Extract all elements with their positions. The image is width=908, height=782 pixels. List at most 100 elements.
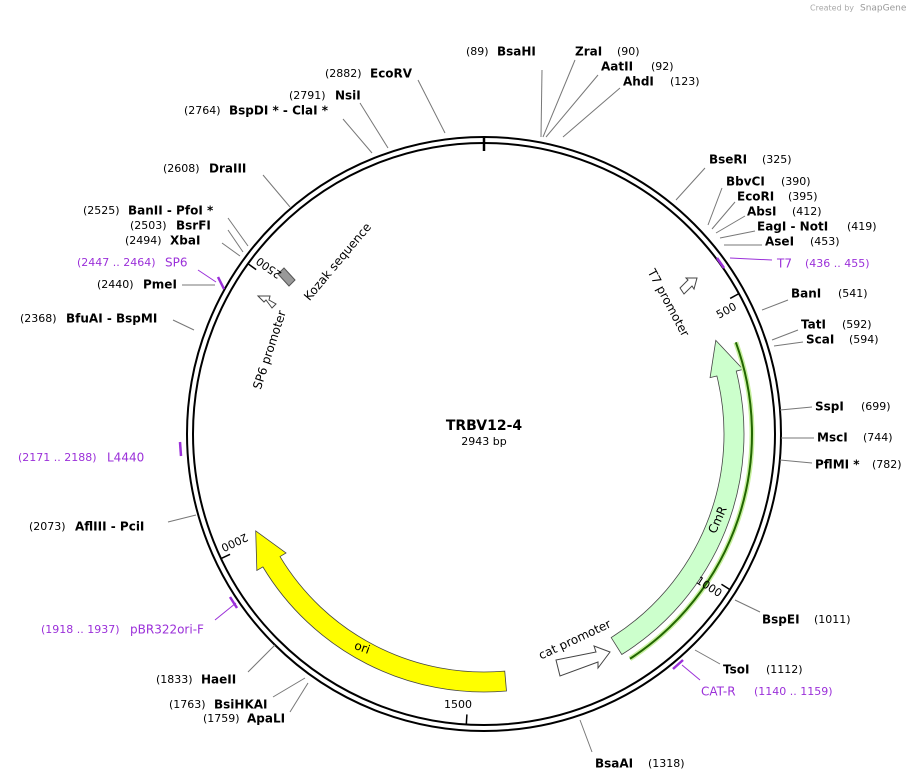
- site-leader: [694, 649, 721, 665]
- credit: Created by: [810, 4, 854, 13]
- tick-label: 1500: [444, 698, 472, 711]
- site-leader: [540, 69, 543, 138]
- site-position: (592): [842, 318, 872, 331]
- tick: [465, 714, 468, 725]
- primer-name: CAT-R: [701, 685, 736, 699]
- site-leader: [719, 230, 756, 239]
- site-name: AflIII - PciI: [75, 520, 144, 534]
- site-name: EcoRI: [737, 190, 774, 204]
- site-position: (2440): [97, 278, 134, 291]
- site-position: (325): [762, 153, 792, 166]
- primer-mark: [178, 441, 183, 457]
- site-name: BbvCI: [726, 175, 765, 189]
- site-leader: [262, 174, 291, 208]
- site-position: (453): [810, 235, 840, 248]
- site-name: PflMI *: [815, 458, 860, 472]
- site-leader: [227, 229, 244, 253]
- tick: [247, 263, 257, 271]
- site-leader: [779, 459, 813, 464]
- site-leader: [247, 644, 276, 673]
- cat-promoter-arrow: [555, 645, 611, 677]
- site-name: AbsI: [747, 205, 776, 219]
- site-position: (1011): [814, 613, 851, 626]
- primer-range: (436 .. 455): [805, 257, 870, 270]
- site-name: XbaI: [170, 234, 200, 248]
- site-position: (2073): [29, 520, 66, 533]
- tick-label: 2500: [254, 254, 284, 281]
- site-leader: [359, 102, 389, 149]
- site-name: HaeII: [201, 673, 236, 687]
- site-leader: [542, 59, 576, 138]
- site-name: BsaHI: [497, 45, 536, 59]
- site-position: (699): [861, 400, 891, 413]
- site-leader: [289, 682, 309, 713]
- map-length: 2943 bp: [461, 435, 506, 448]
- site-leader: [562, 87, 621, 138]
- primer-range: (1140 .. 1159): [754, 685, 833, 698]
- site-name: EcoRV: [370, 67, 413, 81]
- primer-mark: [216, 276, 226, 290]
- site-name: BsrFI: [176, 219, 211, 233]
- site-position: (541): [838, 287, 868, 300]
- backbone-inner: [192, 142, 776, 726]
- site-leader: [675, 167, 706, 201]
- primer-mark: [228, 596, 239, 609]
- site-leader: [545, 74, 599, 138]
- site-name: BanI: [791, 287, 821, 301]
- site-position: (2503): [130, 219, 167, 232]
- site-name: PmeI: [143, 278, 177, 292]
- primer-name: SP6: [165, 256, 188, 270]
- site-position: (1763): [169, 698, 206, 711]
- site-name: TatI: [801, 318, 826, 332]
- site-position: (1833): [156, 673, 193, 686]
- cmr-feature: [610, 339, 745, 656]
- site-name: BseRI: [709, 153, 747, 167]
- site-leader: [771, 329, 799, 341]
- primer-mark: [715, 257, 726, 269]
- primer-leader: [197, 269, 217, 283]
- site-position: (2764): [184, 104, 221, 117]
- map-name: TRBV12-4: [446, 418, 523, 434]
- primer-leader: [681, 664, 701, 681]
- backbone-outer: [186, 136, 782, 732]
- sp6-promoter-arrow: [256, 295, 277, 309]
- site-position: (2608): [163, 162, 200, 175]
- site-position: (1318): [648, 757, 685, 770]
- site-leader: [579, 719, 593, 753]
- site-name: MscI: [817, 431, 848, 445]
- site-name: BanII - PfoI *: [128, 204, 214, 218]
- site-name: EagI - NotI: [757, 220, 828, 234]
- t7-promoter-arrow: [679, 277, 698, 295]
- site-position: (89): [466, 45, 489, 58]
- primer-leader: [214, 602, 237, 621]
- tick: [729, 292, 740, 300]
- site-name: SspI: [815, 400, 844, 414]
- brand: SnapGene: [860, 4, 907, 14]
- site-name: BsaAI: [595, 757, 633, 771]
- primer-name: L4440: [107, 451, 144, 465]
- site-position: (594): [849, 333, 879, 346]
- site-name: BfuAI - BspMI: [66, 312, 157, 326]
- site-name: BsiHKAI: [214, 698, 268, 712]
- site-position: (395): [788, 190, 818, 203]
- site-leader: [172, 319, 195, 331]
- tick: [721, 583, 731, 591]
- site-position: (782): [872, 458, 902, 471]
- site-name: ScaI: [806, 333, 834, 347]
- site-leader: [773, 341, 804, 347]
- site-leader: [715, 215, 746, 234]
- site-position: (92): [651, 60, 674, 73]
- site-position: (1759): [203, 712, 240, 725]
- tick: [220, 553, 231, 560]
- site-leader: [779, 406, 813, 411]
- site-name: AatII: [601, 60, 633, 74]
- feature-label: T7 promoter: [644, 266, 692, 339]
- site-leader: [734, 599, 761, 613]
- site-leader: [707, 187, 723, 226]
- site-position: (2494): [125, 234, 162, 247]
- site-position: (123): [670, 75, 700, 88]
- primer-range: (2447 .. 2464): [77, 256, 156, 269]
- site-leader: [342, 118, 373, 154]
- primer-bind-line: [629, 341, 753, 660]
